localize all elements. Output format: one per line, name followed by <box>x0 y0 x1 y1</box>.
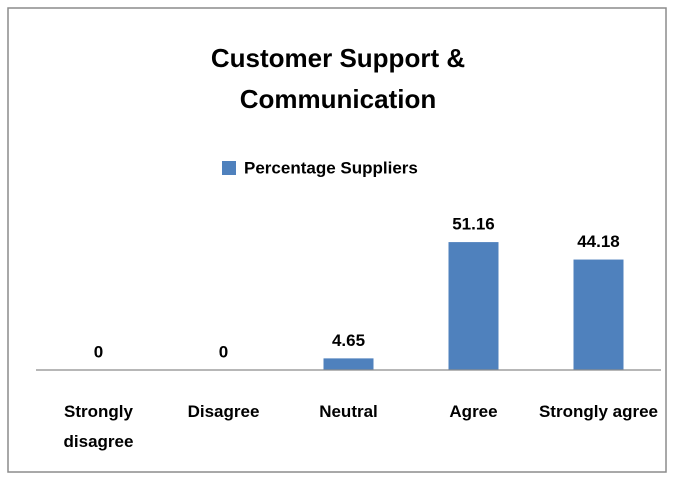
x-tick-label: Disagree <box>187 402 260 421</box>
chart-title: Customer Support & <box>211 43 465 73</box>
chart-title: Communication <box>240 84 436 114</box>
legend-swatch <box>222 161 236 175</box>
legend-label: Percentage Suppliers <box>244 158 418 177</box>
x-tick-label: Strongly disagree <box>63 402 134 451</box>
x-tick-label: Agree <box>449 402 498 421</box>
data-label: 51.16 <box>452 215 495 234</box>
data-label: 4.65 <box>332 331 365 350</box>
bar <box>448 242 499 370</box>
data-label: 0 <box>94 342 103 361</box>
x-tick-label: Strongly agree <box>538 402 659 421</box>
data-label: 44.18 <box>577 232 620 251</box>
data-label: 0 <box>219 342 228 361</box>
bar <box>323 358 374 370</box>
x-tick-label: Neutral <box>319 402 378 421</box>
chart-frame <box>7 7 667 473</box>
bar <box>573 259 624 370</box>
